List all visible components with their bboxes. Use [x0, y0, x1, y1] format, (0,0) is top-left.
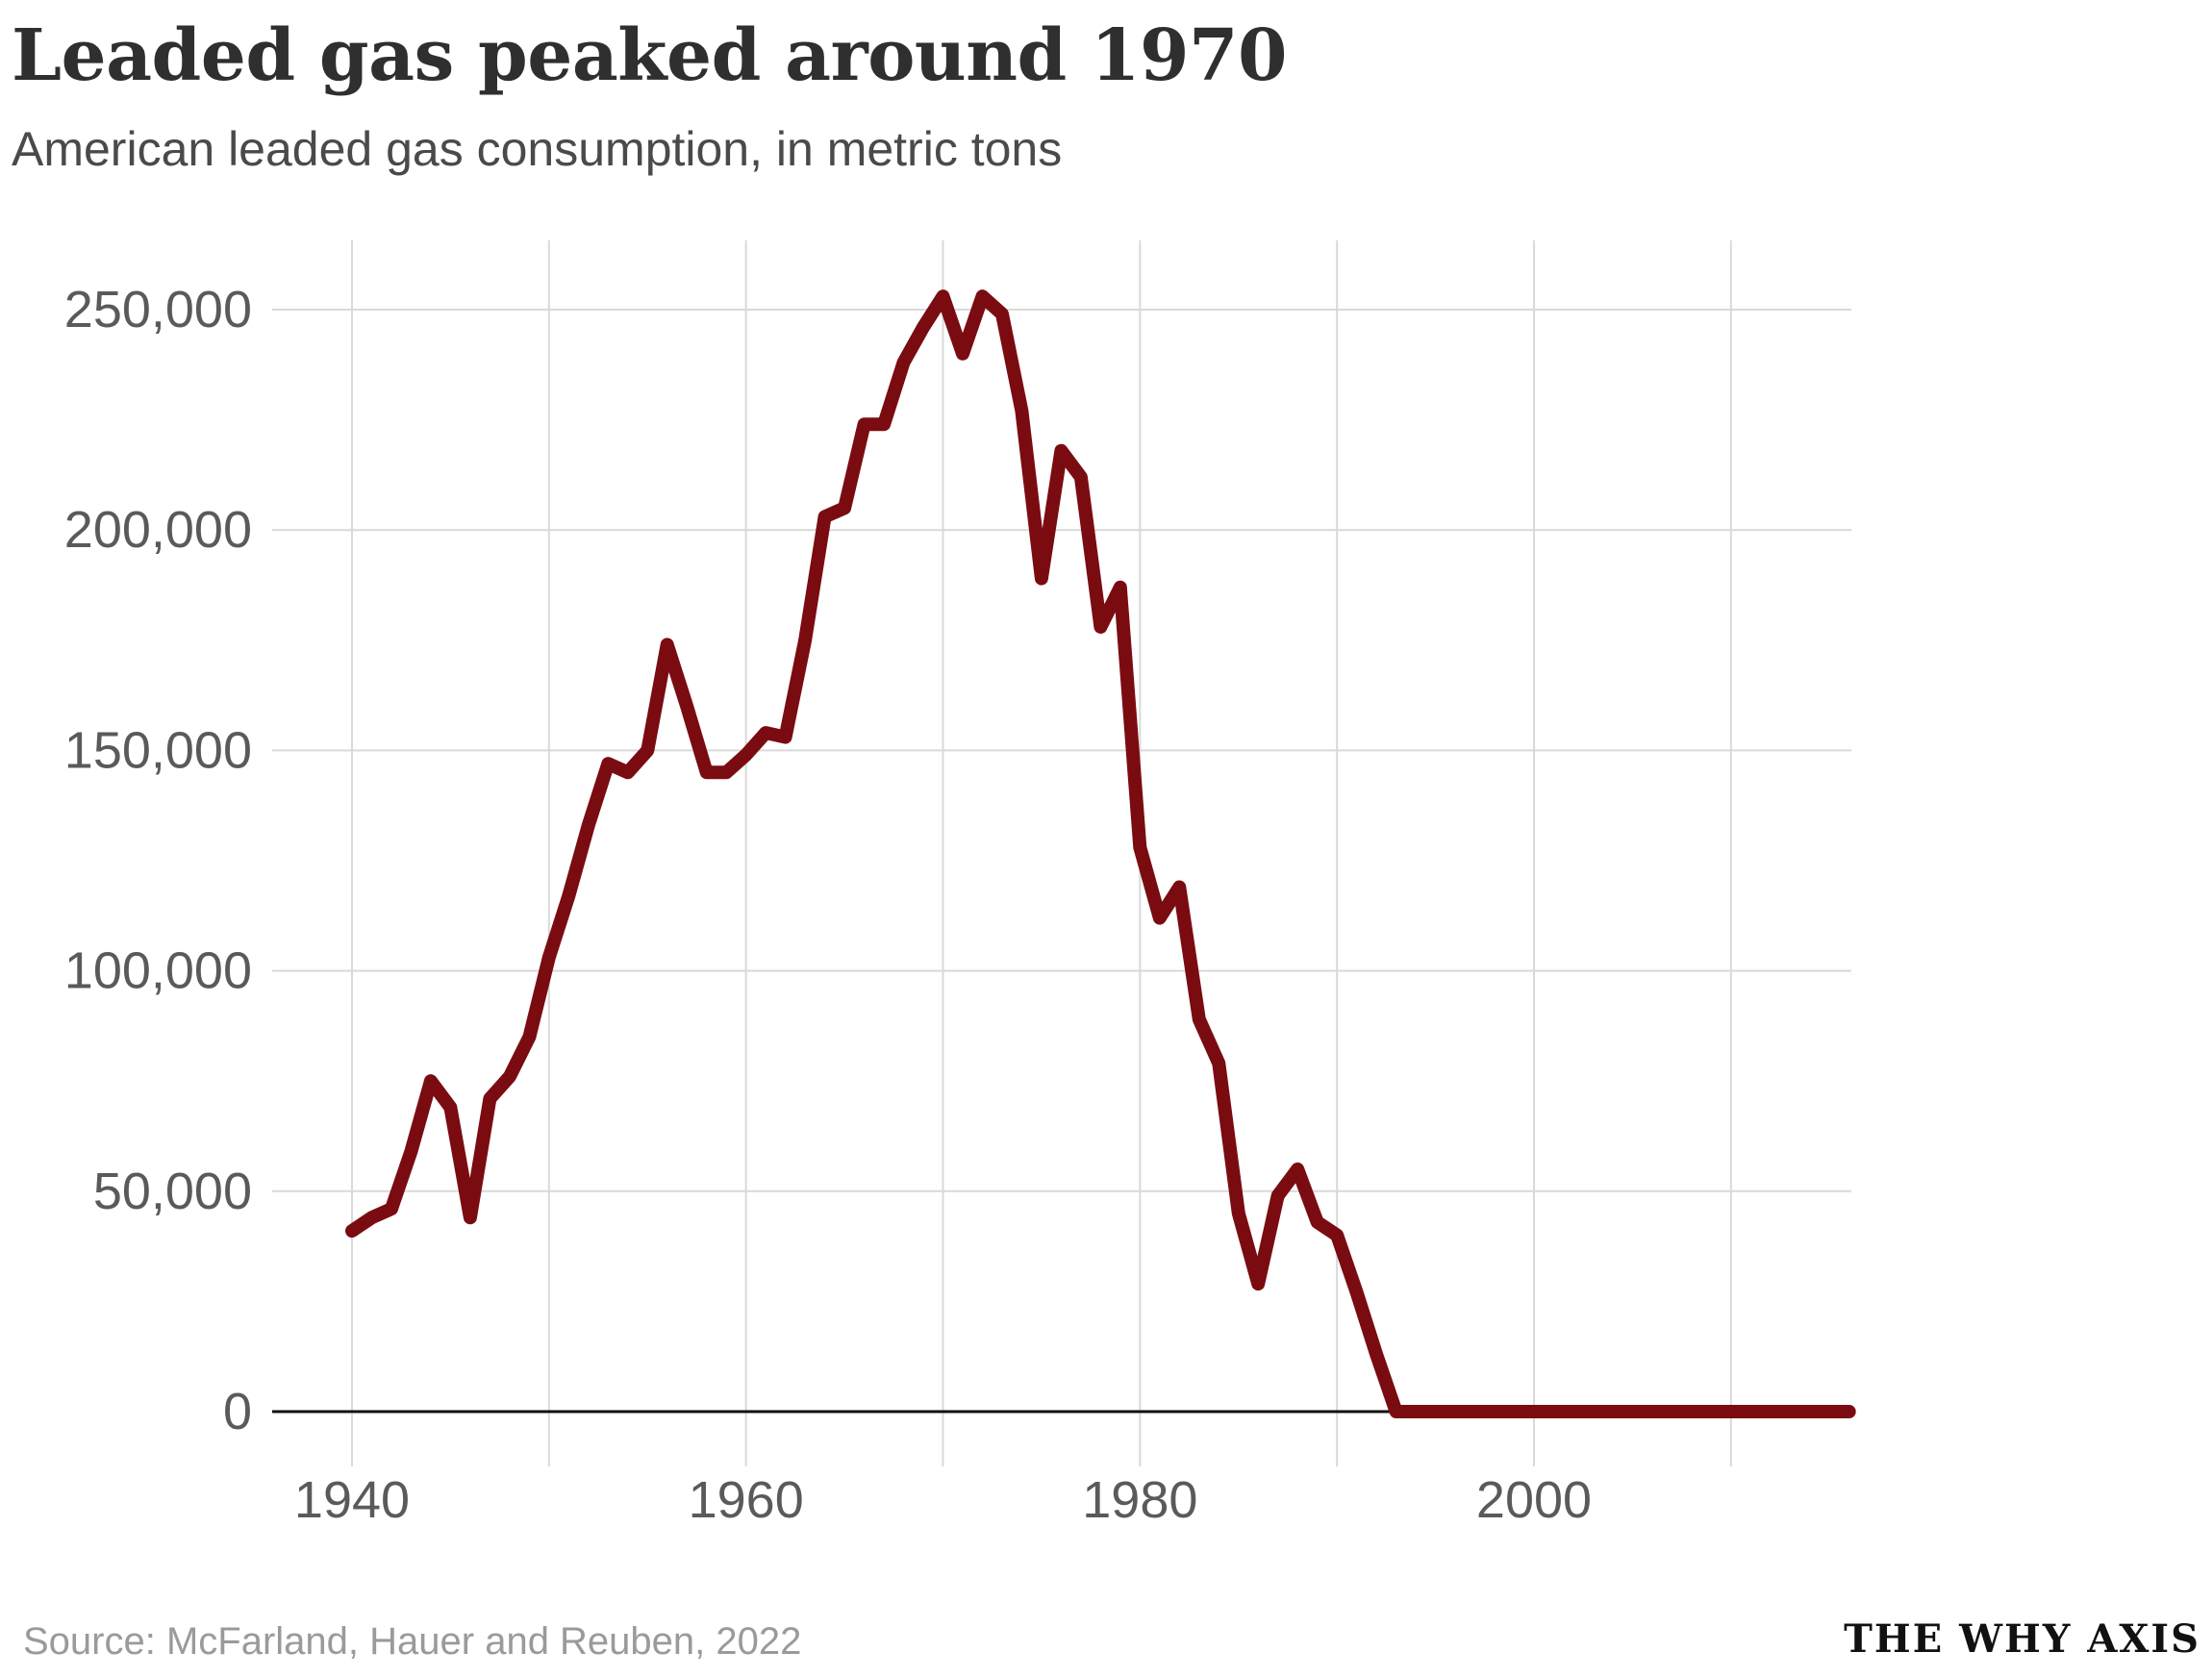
data-point-1944 — [427, 1077, 435, 1085]
data-point-2013 — [1786, 1408, 1794, 1415]
data-point-1947 — [486, 1095, 493, 1103]
data-point-1970 — [940, 292, 947, 300]
data-point-1972 — [978, 292, 986, 300]
data-point-1961 — [762, 729, 769, 737]
data-point-1948 — [506, 1073, 514, 1081]
data-point-1968 — [900, 359, 908, 366]
data-point-2009 — [1707, 1408, 1715, 1415]
chart-title: Leaded gas peaked around 1970 — [12, 14, 1288, 97]
data-point-1967 — [880, 420, 888, 428]
data-point-1958 — [703, 768, 711, 776]
series-line — [345, 289, 1856, 1418]
data-point-2012 — [1767, 1408, 1774, 1415]
data-point-1966 — [861, 420, 868, 428]
data-point-2001 — [1549, 1408, 1557, 1415]
data-point-1952 — [585, 821, 592, 829]
data-point-2007 — [1668, 1408, 1675, 1415]
data-point-1943 — [407, 1148, 415, 1156]
data-point-1989 — [1314, 1218, 1321, 1226]
data-point-1994 — [1412, 1408, 1420, 1415]
data-point-1942 — [388, 1205, 395, 1213]
data-point-1992 — [1372, 1350, 1380, 1358]
data-point-1957 — [683, 703, 691, 711]
data-point-1995 — [1432, 1408, 1440, 1415]
data-point-2004 — [1609, 1408, 1617, 1415]
data-point-1983 — [1195, 1015, 1203, 1023]
data-point-1974 — [1018, 407, 1025, 414]
data-point-1980 — [1136, 843, 1144, 851]
data-point-2000 — [1530, 1408, 1538, 1415]
y-tick-label: 150,000 — [64, 721, 252, 779]
data-point-1941 — [367, 1214, 375, 1221]
chart-subtitle: American leaded gas consumption, in metr… — [12, 122, 1063, 176]
data-point-1950 — [545, 954, 553, 962]
line-chart: 0 50,000 100,000 150,000 200,000 250,000 1940 1… — [64, 240, 1856, 1529]
data-point-2008 — [1688, 1408, 1696, 1415]
grid-layer — [272, 240, 1851, 1466]
data-point-1956 — [664, 640, 671, 648]
data-point-1993 — [1393, 1408, 1400, 1415]
data-point-1959 — [722, 768, 730, 776]
data-point-2010 — [1727, 1408, 1735, 1415]
data-point-1986 — [1254, 1280, 1262, 1288]
data-point-1997 — [1471, 1408, 1479, 1415]
data-point-2005 — [1628, 1408, 1636, 1415]
series-layer — [345, 289, 1856, 1418]
data-point-1990 — [1333, 1232, 1341, 1239]
data-point-1969 — [919, 323, 927, 331]
data-point-1960 — [742, 751, 750, 759]
y-tick-label: 0 — [223, 1383, 252, 1440]
x-tick-label: 1960 — [689, 1471, 804, 1529]
data-point-1965 — [841, 504, 848, 512]
data-point-1946 — [466, 1214, 474, 1221]
data-point-1973 — [998, 311, 1006, 318]
source-note: Source: McFarland, Hauer and Reuben, 202… — [23, 1620, 802, 1663]
data-point-1971 — [959, 350, 967, 358]
data-point-1996 — [1451, 1408, 1459, 1415]
y-tick-label: 250,000 — [64, 281, 252, 338]
data-point-2003 — [1589, 1408, 1596, 1415]
axis-layer: 0 50,000 100,000 150,000 200,000 250,000 1940 1… — [64, 281, 1851, 1529]
data-point-1991 — [1353, 1289, 1361, 1296]
data-point-1999 — [1511, 1408, 1519, 1415]
data-point-2011 — [1747, 1408, 1754, 1415]
data-point-1964 — [821, 513, 829, 520]
data-point-2016 — [1846, 1408, 1853, 1415]
data-point-1940 — [348, 1227, 356, 1235]
brand-logo: THE WHY AXIS — [1844, 1616, 2200, 1662]
data-point-2002 — [1570, 1408, 1577, 1415]
x-tick-label: 1980 — [1082, 1471, 1197, 1529]
data-point-1984 — [1215, 1060, 1222, 1067]
data-point-1951 — [565, 892, 572, 900]
data-point-1962 — [782, 734, 790, 741]
data-point-1945 — [446, 1104, 454, 1112]
data-point-1982 — [1175, 884, 1183, 891]
data-point-2015 — [1825, 1408, 1833, 1415]
data-point-1998 — [1491, 1408, 1498, 1415]
data-point-1979 — [1117, 584, 1124, 591]
data-point-1954 — [624, 768, 632, 776]
data-point-1985 — [1235, 1210, 1243, 1217]
data-point-2006 — [1648, 1408, 1656, 1415]
data-point-1987 — [1274, 1191, 1282, 1199]
y-tick-label: 50,000 — [93, 1163, 252, 1220]
data-point-1978 — [1096, 623, 1104, 631]
x-tick-label: 1940 — [294, 1471, 410, 1529]
x-tick-label: 2000 — [1476, 1471, 1592, 1529]
y-tick-label: 200,000 — [64, 501, 252, 559]
data-point-1955 — [643, 746, 651, 754]
data-point-1953 — [604, 760, 612, 767]
data-point-2014 — [1806, 1408, 1814, 1415]
data-point-1949 — [525, 1033, 533, 1040]
data-point-1988 — [1294, 1165, 1301, 1173]
data-point-1976 — [1057, 447, 1065, 455]
data-point-1981 — [1156, 914, 1164, 922]
y-tick-label: 100,000 — [64, 942, 252, 1000]
data-point-1977 — [1077, 473, 1085, 481]
data-point-1975 — [1038, 575, 1045, 583]
data-point-1963 — [801, 637, 809, 644]
